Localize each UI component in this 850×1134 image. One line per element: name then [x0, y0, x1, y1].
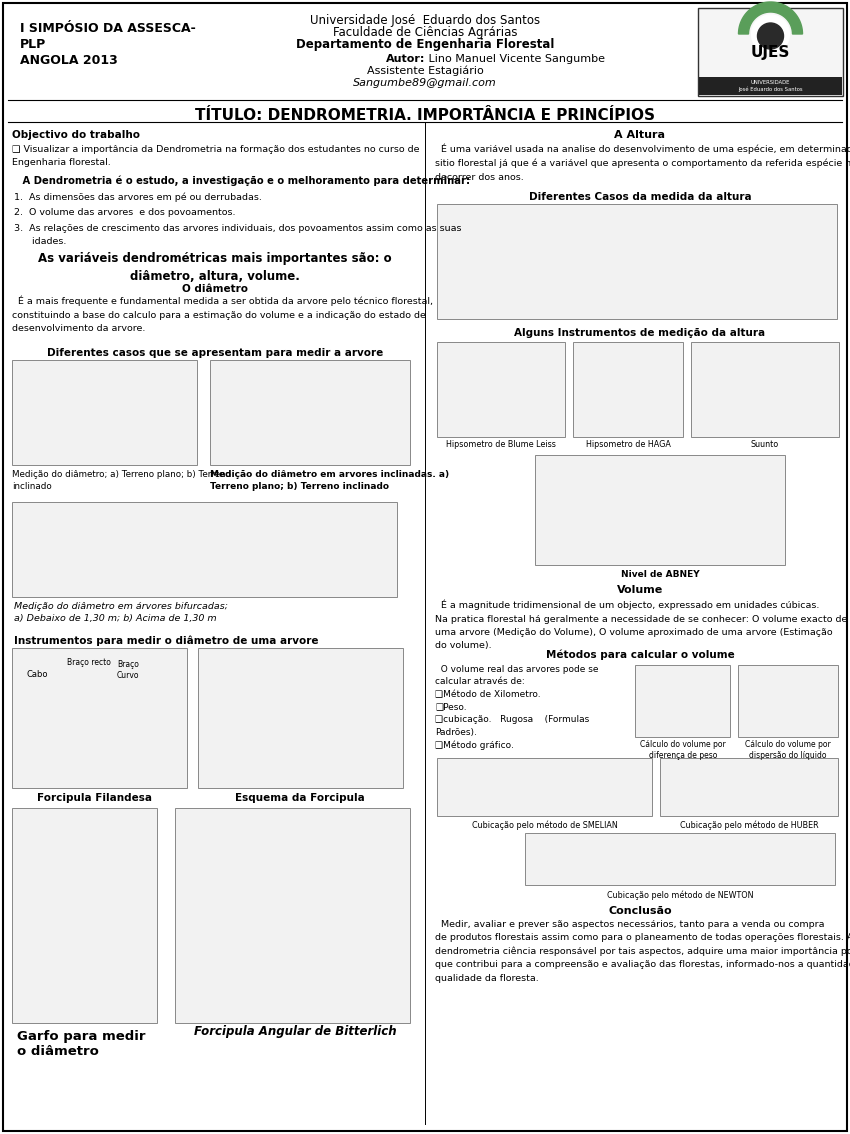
Text: Hipsometro de Blume Leiss: Hipsometro de Blume Leiss: [446, 440, 556, 449]
Text: Braço recto: Braço recto: [67, 658, 110, 667]
Bar: [198, 648, 403, 788]
Bar: [573, 342, 683, 437]
Text: Medição do diâmetro; a) Terreno plano; b) Terreno
inclinado: Medição do diâmetro; a) Terreno plano; b…: [12, 469, 231, 491]
Bar: [437, 758, 652, 816]
Text: Objectivo do trabalho: Objectivo do trabalho: [12, 130, 140, 139]
Circle shape: [757, 23, 784, 49]
Text: PLP: PLP: [20, 39, 46, 51]
Bar: [210, 359, 410, 465]
Bar: [175, 809, 410, 1023]
Text: O diâmetro: O diâmetro: [182, 284, 248, 294]
Text: Diferentes Casos da medida da altura: Diferentes Casos da medida da altura: [529, 192, 751, 202]
Text: As variáveis dendrométricas mais importantes são: o
diâmetro, altura, volume.: As variáveis dendrométricas mais importa…: [38, 252, 392, 284]
Text: É uma variável usada na analise do desenvolvimento de uma espécie, em determinad: É uma variável usada na analise do desen…: [435, 144, 850, 181]
Text: Cálculo do volume por
dispersão do líquido: Cálculo do volume por dispersão do líqui…: [745, 741, 830, 760]
Text: 3.  As relações de crescimento das arvores individuais, dos povoamentos assim co: 3. As relações de crescimento das arvore…: [14, 225, 462, 245]
Text: 2.  O volume das arvores  e dos povoamentos.: 2. O volume das arvores e dos povoamento…: [14, 208, 235, 217]
Text: ❑ Visualizar a importância da Dendrometria na formação dos estudantes no curso d: ❑ Visualizar a importância da Dendrometr…: [12, 145, 420, 167]
Bar: [635, 665, 730, 737]
Text: Medição do diâmetro em árvores bifurcadas;
a) Debaixo de 1,30 m; b) Acima de 1,3: Medição do diâmetro em árvores bifurcada…: [14, 602, 228, 623]
Bar: [660, 758, 838, 816]
Bar: [12, 359, 197, 465]
Bar: [437, 204, 837, 319]
Text: I SIMPÓSIO DA ASSESCA-: I SIMPÓSIO DA ASSESCA-: [20, 22, 196, 35]
Text: Garfo para medir
o diâmetro: Garfo para medir o diâmetro: [17, 1030, 145, 1058]
Text: ANGOLA 2013: ANGOLA 2013: [20, 54, 118, 67]
Text: TÍTULO: DENDROMETRIA. IMPORTÂNCIA E PRINCÍPIOS: TÍTULO: DENDROMETRIA. IMPORTÂNCIA E PRIN…: [195, 108, 655, 122]
Bar: [535, 455, 785, 565]
Bar: [437, 342, 565, 437]
Bar: [699, 77, 842, 95]
Polygon shape: [739, 2, 802, 34]
Text: Conclusão: Conclusão: [609, 906, 672, 916]
Text: Universidade José  Eduardo dos Santos: Universidade José Eduardo dos Santos: [310, 14, 540, 27]
Text: Diferentes casos que se apresentam para medir a arvore: Diferentes casos que se apresentam para …: [47, 348, 383, 358]
Text: Departamento de Engenharia Florestal: Departamento de Engenharia Florestal: [296, 39, 554, 51]
Circle shape: [751, 15, 790, 53]
Text: Medir, avaliar e prever são aspectos necessários, tanto para a venda ou compra
d: Medir, avaliar e prever são aspectos nec…: [435, 920, 850, 982]
Text: Forcipula Filandesa: Forcipula Filandesa: [37, 793, 152, 803]
Text: Volume: Volume: [617, 585, 663, 595]
Text: Braço
Curvo: Braço Curvo: [117, 660, 139, 680]
Text: Instrumentos para medir o diâmetro de uma arvore: Instrumentos para medir o diâmetro de um…: [14, 635, 319, 645]
Bar: [12, 809, 157, 1023]
Text: UNIVERSIDADE
José Eduardo dos Santos: UNIVERSIDADE José Eduardo dos Santos: [738, 81, 802, 92]
Text: Cubicação pelo método de SMELIAN: Cubicação pelo método de SMELIAN: [472, 820, 618, 829]
Text: Cubicação pelo método de HUBER: Cubicação pelo método de HUBER: [680, 820, 819, 829]
Text: Esquema da Forcipula: Esquema da Forcipula: [235, 793, 365, 803]
Text: É a magnitude tridimensional de um objecto, expressado em unidades cúbicas.
Na p: É a magnitude tridimensional de um objec…: [435, 600, 847, 650]
Bar: [691, 342, 839, 437]
Text: Medição do diâmetro em arvores inclinadas. a)
Terreno plano; b) Terreno inclinad: Medição do diâmetro em arvores inclinada…: [210, 469, 449, 491]
Text: Sangumbe89@gmail.com: Sangumbe89@gmail.com: [353, 78, 497, 88]
Text: O volume real das arvores pode se
calcular através de:
❑Método de Xilometro.
❑Pe: O volume real das arvores pode se calcul…: [435, 665, 598, 750]
Text: A Altura: A Altura: [615, 130, 666, 139]
Text: :: :: [100, 130, 104, 139]
Text: Cubicação pelo método de NEWTON: Cubicação pelo método de NEWTON: [607, 890, 753, 899]
Text: Cálculo do volume por
diferença de peso: Cálculo do volume por diferença de peso: [640, 741, 726, 760]
Text: Alguns Instrumentos de medição da altura: Alguns Instrumentos de medição da altura: [514, 328, 766, 338]
Bar: [738, 665, 838, 737]
Text: 1.  As dimensões das arvores em pé ou derrubadas.: 1. As dimensões das arvores em pé ou der…: [14, 192, 262, 202]
Text: Métodos para calcular o volume: Métodos para calcular o volume: [546, 650, 734, 660]
Bar: [525, 833, 835, 885]
Text: Nivel de ABNEY: Nivel de ABNEY: [620, 570, 700, 579]
Bar: [12, 648, 187, 788]
Text: UJES: UJES: [751, 44, 790, 59]
Text: É a mais frequente e fundamental medida a ser obtida da arvore pelo técnico flor: É a mais frequente e fundamental medida …: [12, 296, 433, 333]
Text: Forcipula Angular de Bitterlich: Forcipula Angular de Bitterlich: [194, 1025, 396, 1038]
Bar: [698, 8, 843, 96]
Text: Cabo: Cabo: [27, 670, 48, 679]
Text: Suunto: Suunto: [751, 440, 779, 449]
Text: Hipsometro de HAGA: Hipsometro de HAGA: [586, 440, 671, 449]
Bar: [12, 502, 397, 596]
Text: Assistente Estagiário: Assistente Estagiário: [366, 66, 484, 76]
Text: Faculdade de Ciências Agrárias: Faculdade de Ciências Agrárias: [332, 26, 518, 39]
Text: A Dendrometria é o estudo, a investigação e o melhoramento para determinar:: A Dendrometria é o estudo, a investigaçã…: [12, 176, 470, 186]
Text: Lino Manuel Vicente Sangumbe: Lino Manuel Vicente Sangumbe: [425, 54, 605, 64]
Text: Autor:: Autor:: [386, 54, 425, 64]
